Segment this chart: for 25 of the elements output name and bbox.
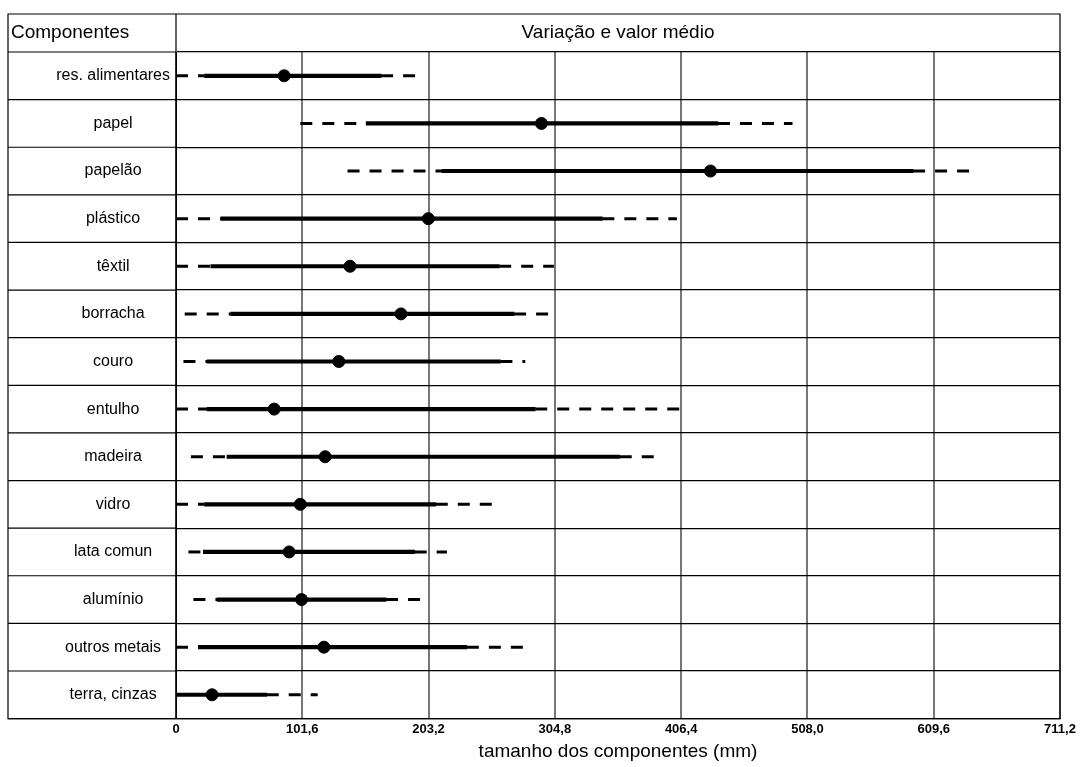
x-tick-label: 609,6 <box>917 720 950 736</box>
y-tick-label: outros metais <box>65 637 162 655</box>
y-tick-label: couro <box>93 351 134 369</box>
y-tick-label: plástico <box>85 209 141 227</box>
x-tick-label: 406,4 <box>664 720 699 736</box>
y-tick-label: alumínio <box>82 589 144 607</box>
y-axis-title: Componentes <box>11 21 130 43</box>
chart-title: Variação e valor médio <box>521 21 715 43</box>
y-tick-label: papelão <box>84 161 142 179</box>
x-tick-label: 0 <box>172 720 180 736</box>
y-tick-label: borracha <box>81 304 145 322</box>
x-tick-label: 711,2 <box>1044 720 1076 736</box>
y-tick-label: papel <box>93 113 133 131</box>
y-tick-label: res. alimentares <box>56 66 170 84</box>
y-tick-label: lata comun <box>73 542 153 560</box>
y-tick-label: têxtil <box>96 256 130 274</box>
y-tick-label: madeira <box>84 447 143 465</box>
x-tick-label: 304,8 <box>538 720 572 736</box>
y-tick-label: terra, cinzas <box>69 685 157 703</box>
y-tick-label: vidro <box>95 494 131 512</box>
x-tick-label: 101,6 <box>286 720 319 736</box>
x-tick-label: 203,2 <box>412 720 445 736</box>
x-tick-label: 508,0 <box>791 720 824 736</box>
x-axis-title: tamanho dos componentes (mm) <box>478 739 758 761</box>
y-tick-label: entulho <box>86 399 140 417</box>
